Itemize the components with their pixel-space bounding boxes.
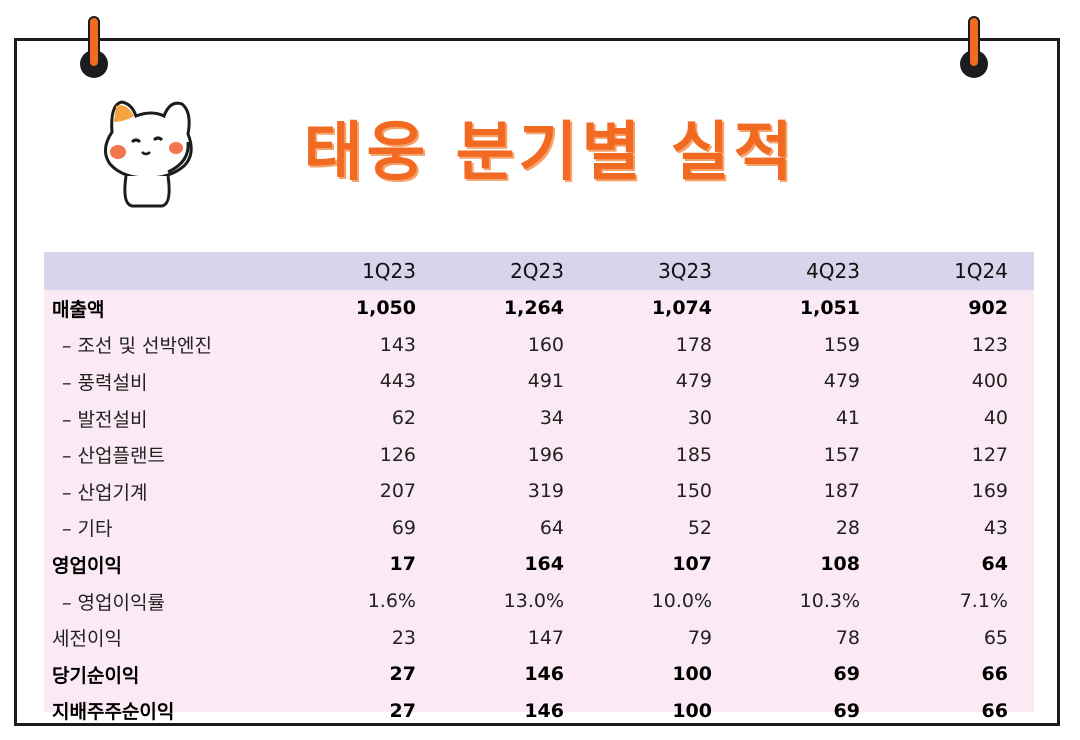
row-label: 지배주주순이익 [52,701,175,724]
table-row: – 영업이익률 1.6% 13.0% 10.0% 10.3% 7.1% [44,583,1034,620]
header-quarter: 2Q23 [510,259,564,283]
value-cell: 100 [672,699,712,722]
table-row: 당기순이익 27 146 100 69 66 [44,656,1034,693]
table-body: 매출액 1,050 1,264 1,074 1,051 902 – 조선 및 선박엔진 143… [44,290,1034,729]
value-cell: 23 [391,626,416,649]
table-row: 영업이익 17 164 107 108 64 [44,546,1034,583]
table-row: – 기타 69 64 52 28 43 [44,510,1034,547]
value-cell: 10.0% [651,590,712,613]
value-cell: 169 [971,480,1008,503]
value-cell: 40 [983,407,1008,430]
value-cell: 66 [981,699,1008,722]
value-cell: 27 [389,663,416,686]
header-quarter: 3Q23 [658,259,712,283]
value-cell: 187 [823,480,860,503]
value-cell: 28 [835,516,860,539]
value-cell: 400 [971,370,1008,393]
value-cell: 64 [981,553,1008,576]
row-label: – 조선 및 선박엔진 [62,335,212,358]
value-cell: 157 [823,443,860,466]
table-row: 세전이익 23 147 79 78 65 [44,619,1034,656]
value-cell: 1.6% [367,590,416,613]
value-cell: 207 [379,480,416,503]
value-cell: 17 [389,553,416,576]
value-cell: 902 [968,297,1008,320]
value-cell: 143 [379,333,416,356]
value-cell: 7.1% [959,590,1008,613]
value-cell: 41 [835,407,860,430]
table-row: – 조선 및 선박엔진 143 160 178 159 123 [44,327,1034,364]
value-cell: 1,050 [355,297,416,320]
value-cell: 62 [391,407,416,430]
value-cell: 159 [823,333,860,356]
value-cell: 1,051 [799,297,860,320]
row-label: – 기타 [62,518,113,541]
header-label-cell [44,252,294,290]
value-cell: 147 [527,626,564,649]
value-cell: 27 [389,699,416,722]
header-quarter: 4Q23 [806,259,860,283]
value-cell: 146 [524,699,564,722]
value-cell: 126 [379,443,416,466]
value-cell: 127 [971,443,1008,466]
value-cell: 164 [524,553,564,576]
value-cell: 64 [539,516,564,539]
value-cell: 79 [687,626,712,649]
row-label: 당기순이익 [52,664,140,687]
row-label: 영업이익 [52,554,122,577]
value-cell: 479 [823,370,860,393]
row-label: 세전이익 [52,628,122,651]
value-cell: 1,264 [503,297,564,320]
value-cell: 78 [835,626,860,649]
value-cell: 69 [391,516,416,539]
value-cell: 1,074 [651,297,712,320]
value-cell: 319 [527,480,564,503]
table-row: – 발전설비 62 34 30 41 40 [44,400,1034,437]
earnings-table-container: 1Q23 2Q23 3Q23 4Q23 1Q24 매출액 1,050 1,264 1,… [44,252,1034,723]
value-cell: 146 [524,663,564,686]
cat-mascot-icon [104,100,193,208]
table-row: – 풍력설비 443 491 479 479 400 [44,363,1034,400]
table-row: – 산업기계 207 319 150 187 169 [44,473,1034,510]
value-cell: 107 [672,553,712,576]
table-row: – 산업플랜트 126 196 185 157 127 [44,436,1034,473]
board-hook-right [968,16,980,68]
row-label: – 산업플랜트 [62,445,165,468]
row-label: – 풍력설비 [62,371,148,394]
value-cell: 43 [983,516,1008,539]
value-cell: 196 [527,443,564,466]
row-label: – 발전설비 [62,408,148,431]
value-cell: 108 [820,553,860,576]
header-quarter: 1Q24 [954,259,1008,283]
value-cell: 52 [687,516,712,539]
header-quarter: 1Q23 [362,259,416,283]
value-cell: 185 [675,443,712,466]
value-cell: 150 [675,480,712,503]
value-cell: 100 [672,663,712,686]
value-cell: 66 [981,663,1008,686]
value-cell: 443 [379,370,416,393]
value-cell: 10.3% [799,590,860,613]
value-cell: 30 [687,407,712,430]
board-hook-left [88,16,100,68]
value-cell: 123 [971,333,1008,356]
value-cell: 13.0% [503,590,564,613]
value-cell: 65 [983,626,1008,649]
page-title: 태웅 분기별 실적 [303,116,797,190]
row-label: – 산업기계 [62,481,148,504]
value-cell: 69 [833,699,860,722]
value-cell: 160 [527,333,564,356]
table-row: 지배주주순이익 27 146 100 69 66 [44,693,1034,730]
value-cell: 178 [675,333,712,356]
table-row: 매출액 1,050 1,264 1,074 1,051 902 [44,290,1034,327]
value-cell: 69 [833,663,860,686]
value-cell: 34 [539,407,564,430]
table-header-row: 1Q23 2Q23 3Q23 4Q23 1Q24 [44,252,1034,290]
row-label: – 영업이익률 [62,591,165,614]
quarterly-earnings-table: 1Q23 2Q23 3Q23 4Q23 1Q24 매출액 1,050 1,264 1,… [44,252,1034,729]
row-label: 매출액 [52,298,105,321]
value-cell: 491 [527,370,564,393]
value-cell: 479 [675,370,712,393]
